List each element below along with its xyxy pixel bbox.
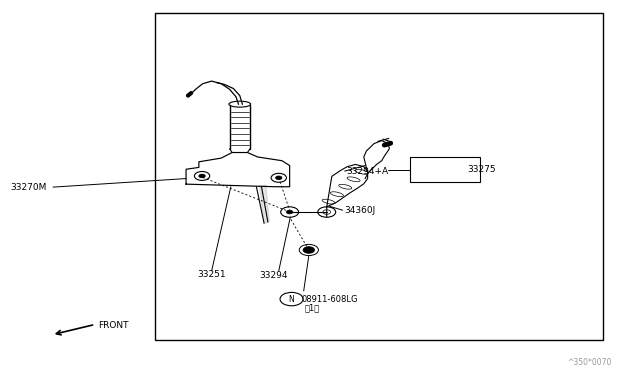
Text: （1）: （1） bbox=[305, 303, 320, 312]
Bar bbox=[156, 13, 603, 340]
Text: 33251: 33251 bbox=[197, 270, 226, 279]
Circle shape bbox=[276, 176, 282, 180]
Text: 33270M: 33270M bbox=[10, 183, 47, 192]
Text: 33275: 33275 bbox=[467, 165, 496, 174]
Polygon shape bbox=[260, 185, 269, 224]
Circle shape bbox=[303, 247, 315, 253]
Text: 33294: 33294 bbox=[259, 271, 288, 280]
Circle shape bbox=[199, 174, 205, 178]
Text: 08911-608LG: 08911-608LG bbox=[302, 295, 358, 304]
Text: N: N bbox=[289, 295, 294, 304]
Text: 33294+A: 33294+A bbox=[346, 167, 388, 176]
Text: ^350*0070: ^350*0070 bbox=[567, 358, 611, 367]
Bar bbox=[410, 157, 480, 182]
Text: FRONT: FRONT bbox=[98, 321, 129, 330]
Text: 34360J: 34360J bbox=[344, 206, 375, 215]
Circle shape bbox=[287, 210, 293, 214]
